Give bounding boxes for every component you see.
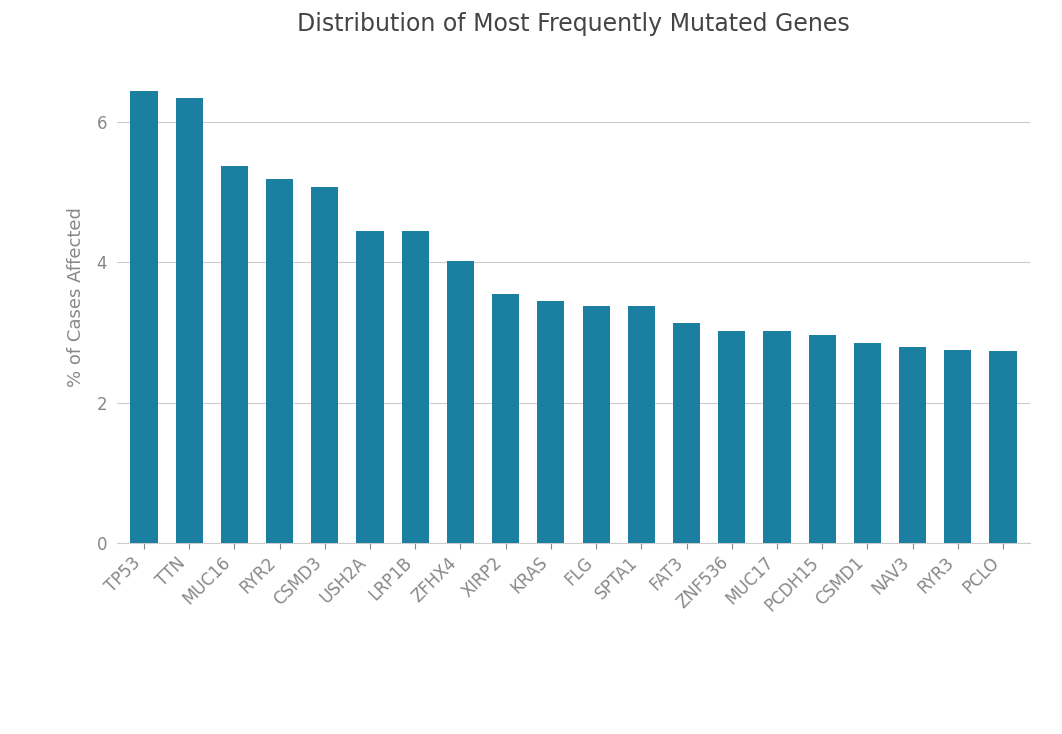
Bar xyxy=(990,352,1016,543)
Bar xyxy=(808,335,836,543)
Bar xyxy=(357,231,383,543)
Y-axis label: % of Cases Affected: % of Cases Affected xyxy=(67,207,85,388)
Bar xyxy=(131,91,157,543)
Bar xyxy=(221,166,247,543)
Bar xyxy=(764,331,790,543)
Bar xyxy=(266,179,293,543)
Bar xyxy=(628,306,655,543)
Bar xyxy=(583,306,610,543)
Bar xyxy=(854,343,881,543)
Bar xyxy=(175,98,203,543)
Bar xyxy=(401,231,429,543)
Bar xyxy=(900,347,926,543)
Bar xyxy=(718,331,746,543)
Bar xyxy=(492,294,519,543)
Bar xyxy=(447,261,474,543)
Bar xyxy=(537,302,564,543)
Bar xyxy=(944,350,972,543)
Bar xyxy=(673,322,700,543)
Bar xyxy=(311,187,339,543)
Title: Distribution of Most Frequently Mutated Genes: Distribution of Most Frequently Mutated … xyxy=(297,12,850,35)
